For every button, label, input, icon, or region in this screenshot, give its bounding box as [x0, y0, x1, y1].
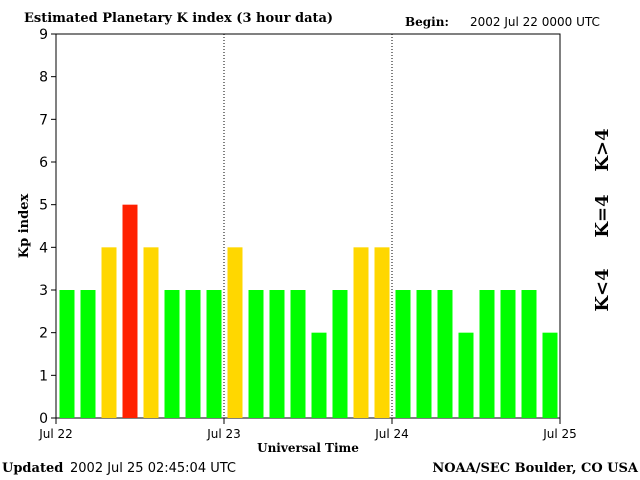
y-tick-label: 9 — [39, 27, 48, 43]
x-tick-label: Jul 24 — [374, 427, 409, 441]
bar — [185, 290, 201, 418]
bar — [416, 290, 432, 418]
bar — [101, 247, 117, 418]
legend-k-less-4: K<4 — [592, 268, 613, 311]
bar — [227, 247, 243, 418]
y-tick-label: 2 — [39, 326, 48, 342]
bar — [248, 290, 264, 418]
bar — [290, 290, 306, 418]
x-axis: Jul 22 Jul 23 Jul 24 Jul 25 — [38, 418, 577, 441]
bar — [521, 290, 537, 418]
updated-value: 2002 Jul 25 02:45:04 UTC — [70, 461, 236, 476]
bar — [353, 247, 369, 418]
y-axis: 0 1 2 3 4 5 6 7 8 9 — [39, 27, 56, 427]
y-tick-label: 6 — [39, 155, 48, 171]
y-tick-label: 1 — [39, 368, 48, 384]
bar — [143, 247, 159, 418]
bar — [80, 290, 96, 418]
begin-label: Begin: — [405, 15, 449, 29]
bar — [311, 332, 327, 418]
y-axis-label: Kp index — [17, 194, 32, 259]
x-axis-label: Universal Time — [257, 441, 359, 455]
bar — [332, 290, 348, 418]
updated-label: Updated — [2, 461, 63, 476]
bar — [542, 332, 558, 418]
y-tick-label: 8 — [39, 70, 48, 86]
x-tick-label: Jul 22 — [38, 427, 73, 441]
y-tick-label: 5 — [39, 198, 48, 214]
bar — [206, 290, 222, 418]
bars-group — [59, 204, 558, 418]
credit-text: NOAA/SEC Boulder, CO USA — [432, 461, 639, 476]
bar — [59, 290, 75, 418]
y-tick-label: 7 — [39, 112, 48, 128]
chart-title: Estimated Planetary K index (3 hour data… — [24, 11, 333, 26]
bar — [458, 332, 474, 418]
bar — [479, 290, 495, 418]
y-tick-label: 3 — [39, 283, 48, 299]
bar — [374, 247, 390, 418]
legend-k-equal-4: K=4 — [592, 194, 613, 237]
x-tick-label: Jul 25 — [542, 427, 577, 441]
bar — [164, 290, 180, 418]
legend-k-greater-4: K>4 — [592, 128, 613, 171]
bar — [500, 290, 516, 418]
x-tick-label: Jul 23 — [206, 427, 241, 441]
bar — [437, 290, 453, 418]
plot-frame — [55, 33, 561, 419]
y-tick-label: 4 — [39, 240, 48, 256]
y-tick-label: 0 — [39, 411, 48, 427]
bar — [122, 204, 138, 418]
bar — [269, 290, 285, 418]
begin-value: 2002 Jul 22 0000 UTC — [470, 15, 600, 29]
bar — [395, 290, 411, 418]
